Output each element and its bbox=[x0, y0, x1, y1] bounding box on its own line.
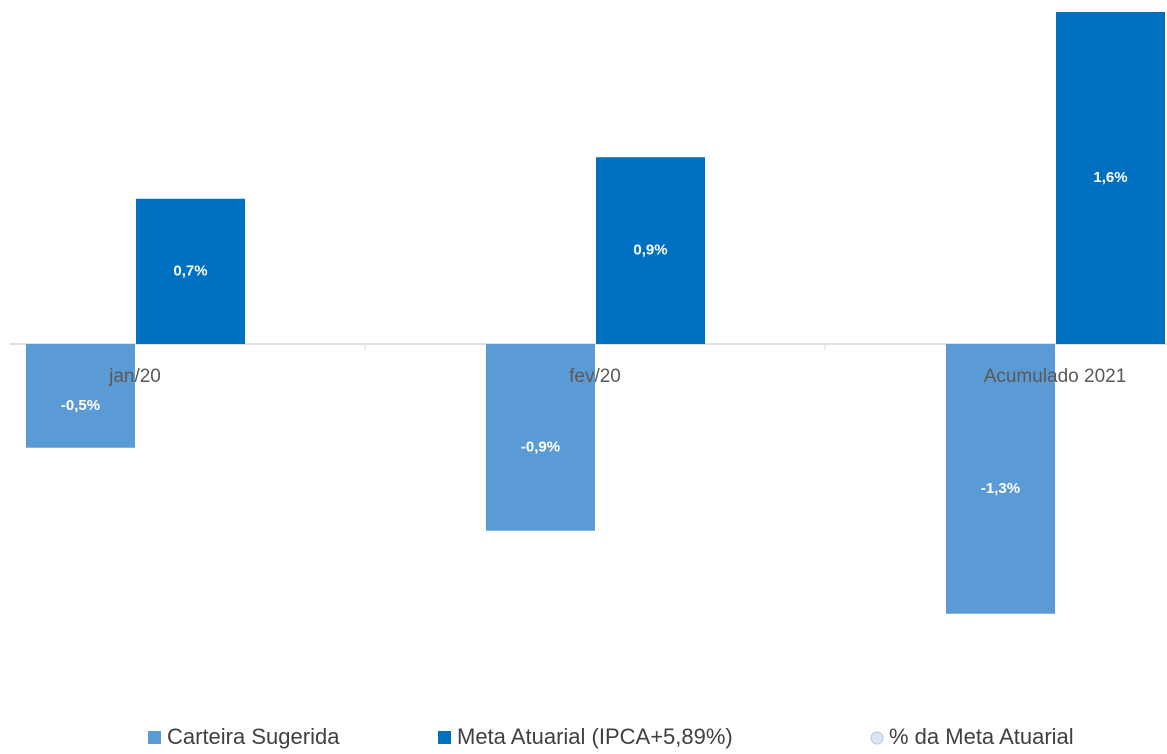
data-label: 1,6% bbox=[1093, 169, 1127, 186]
legend-label: % da Meta Atuarial bbox=[889, 724, 1074, 749]
legend-swatch bbox=[438, 731, 451, 744]
x-tick-label: jan/20 bbox=[108, 366, 161, 387]
x-tick-label: fev/20 bbox=[569, 366, 621, 387]
data-label: -1,3% bbox=[981, 480, 1020, 497]
legend-label: Meta Atuarial (IPCA+5,89%) bbox=[457, 724, 733, 749]
data-label: 0,7% bbox=[173, 262, 207, 279]
data-label: 0,9% bbox=[633, 242, 667, 259]
bar bbox=[486, 344, 595, 531]
legend-label: Carteira Sugerida bbox=[167, 724, 340, 749]
data-label: -0,5% bbox=[61, 397, 100, 414]
legend-swatch bbox=[870, 731, 884, 745]
x-tick-label: Acumulado 2021 bbox=[984, 366, 1127, 387]
bar bbox=[26, 344, 135, 448]
bar bbox=[136, 198, 245, 344]
data-label: -0,9% bbox=[521, 438, 560, 455]
legend-swatch bbox=[148, 731, 161, 744]
bar bbox=[1056, 12, 1165, 344]
bar bbox=[596, 157, 705, 344]
bar bbox=[946, 344, 1055, 614]
